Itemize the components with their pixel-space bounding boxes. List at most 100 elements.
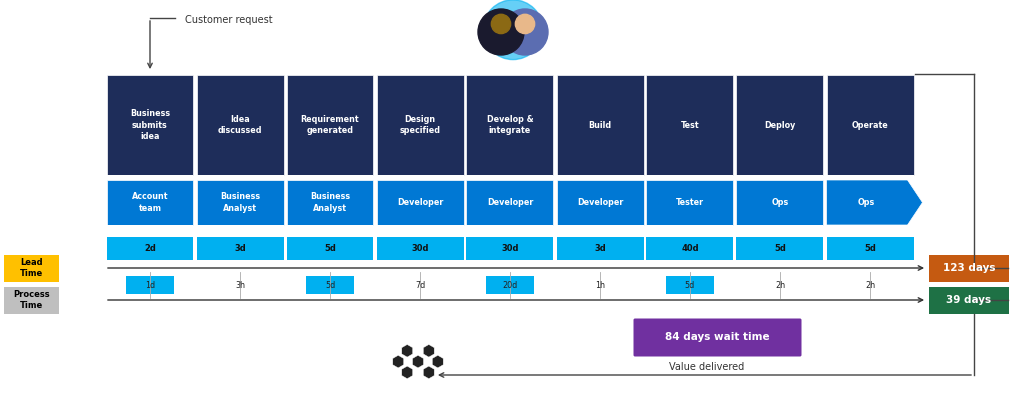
Text: Design
specified: Design specified bbox=[399, 115, 440, 135]
FancyBboxPatch shape bbox=[646, 180, 733, 225]
Text: Account
team: Account team bbox=[132, 192, 168, 213]
FancyBboxPatch shape bbox=[646, 225, 733, 237]
Text: 5d: 5d bbox=[325, 281, 335, 290]
Text: Business
Analyst: Business Analyst bbox=[310, 192, 350, 213]
Text: Deploy: Deploy bbox=[764, 120, 796, 130]
Text: Developer: Developer bbox=[577, 198, 624, 207]
Text: Test: Test bbox=[681, 120, 699, 130]
FancyBboxPatch shape bbox=[377, 225, 464, 237]
Text: 39 days: 39 days bbox=[946, 295, 991, 305]
Polygon shape bbox=[432, 355, 443, 368]
Circle shape bbox=[492, 14, 511, 34]
Text: 3h: 3h bbox=[234, 281, 245, 290]
Text: 2d: 2d bbox=[144, 244, 156, 253]
FancyBboxPatch shape bbox=[197, 237, 284, 260]
FancyBboxPatch shape bbox=[826, 225, 913, 237]
FancyBboxPatch shape bbox=[736, 237, 823, 260]
FancyBboxPatch shape bbox=[556, 175, 643, 180]
FancyBboxPatch shape bbox=[106, 75, 194, 175]
Circle shape bbox=[478, 9, 524, 55]
FancyBboxPatch shape bbox=[826, 75, 913, 175]
FancyBboxPatch shape bbox=[467, 225, 554, 237]
Text: Developer: Developer bbox=[486, 198, 534, 207]
FancyBboxPatch shape bbox=[486, 276, 534, 294]
FancyBboxPatch shape bbox=[4, 255, 59, 282]
Text: 2h: 2h bbox=[775, 281, 785, 290]
Text: 20d: 20d bbox=[503, 281, 517, 290]
Text: Process
Time: Process Time bbox=[13, 290, 50, 310]
Circle shape bbox=[502, 9, 548, 55]
FancyBboxPatch shape bbox=[106, 225, 194, 237]
Text: Customer request: Customer request bbox=[185, 15, 272, 25]
FancyBboxPatch shape bbox=[377, 175, 464, 180]
Text: Developer: Developer bbox=[397, 198, 443, 207]
Circle shape bbox=[483, 0, 543, 60]
FancyBboxPatch shape bbox=[736, 180, 823, 225]
FancyBboxPatch shape bbox=[287, 75, 374, 175]
Text: Operate: Operate bbox=[852, 120, 889, 130]
Text: Ops: Ops bbox=[771, 198, 788, 207]
FancyBboxPatch shape bbox=[377, 237, 464, 260]
FancyBboxPatch shape bbox=[736, 175, 823, 180]
Polygon shape bbox=[423, 366, 434, 379]
FancyBboxPatch shape bbox=[826, 175, 913, 180]
Text: Ops: Ops bbox=[857, 198, 874, 207]
FancyBboxPatch shape bbox=[467, 75, 554, 175]
Polygon shape bbox=[423, 344, 434, 357]
Text: 84 days wait time: 84 days wait time bbox=[666, 332, 770, 342]
FancyBboxPatch shape bbox=[467, 180, 554, 225]
FancyBboxPatch shape bbox=[646, 237, 733, 260]
Text: 7d: 7d bbox=[415, 281, 425, 290]
FancyBboxPatch shape bbox=[287, 237, 374, 260]
FancyBboxPatch shape bbox=[197, 180, 284, 225]
Polygon shape bbox=[826, 180, 923, 225]
FancyBboxPatch shape bbox=[646, 175, 733, 180]
FancyBboxPatch shape bbox=[556, 180, 643, 225]
Text: 5d: 5d bbox=[774, 244, 786, 253]
Text: 3d: 3d bbox=[594, 244, 606, 253]
FancyBboxPatch shape bbox=[736, 75, 823, 175]
FancyBboxPatch shape bbox=[556, 225, 643, 237]
FancyBboxPatch shape bbox=[126, 276, 174, 294]
Text: 123 days: 123 days bbox=[943, 263, 995, 273]
Text: Develop &
integrate: Develop & integrate bbox=[486, 115, 534, 135]
FancyBboxPatch shape bbox=[556, 75, 643, 175]
FancyBboxPatch shape bbox=[287, 175, 374, 180]
FancyBboxPatch shape bbox=[197, 225, 284, 237]
Text: 3d: 3d bbox=[234, 244, 246, 253]
Polygon shape bbox=[401, 344, 413, 357]
FancyBboxPatch shape bbox=[826, 237, 913, 260]
Text: Value delivered: Value delivered bbox=[670, 362, 744, 372]
Text: Business
Analyst: Business Analyst bbox=[220, 192, 260, 213]
Polygon shape bbox=[413, 355, 424, 368]
FancyBboxPatch shape bbox=[634, 318, 802, 356]
FancyBboxPatch shape bbox=[106, 175, 194, 180]
FancyBboxPatch shape bbox=[287, 225, 374, 237]
FancyBboxPatch shape bbox=[197, 75, 284, 175]
Polygon shape bbox=[393, 355, 403, 368]
FancyBboxPatch shape bbox=[106, 180, 194, 225]
Polygon shape bbox=[401, 366, 413, 379]
FancyBboxPatch shape bbox=[736, 225, 823, 237]
FancyBboxPatch shape bbox=[377, 75, 464, 175]
FancyBboxPatch shape bbox=[306, 276, 354, 294]
Text: Lead
Time: Lead Time bbox=[19, 258, 43, 278]
Text: Idea
discussed: Idea discussed bbox=[218, 115, 262, 135]
Text: 5d: 5d bbox=[685, 281, 695, 290]
Text: 30d: 30d bbox=[412, 244, 429, 253]
Text: Build: Build bbox=[589, 120, 611, 130]
Text: 1d: 1d bbox=[145, 281, 155, 290]
Text: Business
submits
idea: Business submits idea bbox=[130, 109, 170, 141]
Text: 1h: 1h bbox=[595, 281, 605, 290]
FancyBboxPatch shape bbox=[287, 180, 374, 225]
Text: Requirement
generated: Requirement generated bbox=[301, 115, 359, 135]
Text: 40d: 40d bbox=[681, 244, 698, 253]
Text: 2h: 2h bbox=[865, 281, 876, 290]
FancyBboxPatch shape bbox=[556, 237, 643, 260]
FancyBboxPatch shape bbox=[467, 175, 554, 180]
Text: Tester: Tester bbox=[676, 198, 705, 207]
Text: 30d: 30d bbox=[502, 244, 519, 253]
FancyBboxPatch shape bbox=[929, 255, 1009, 282]
Text: 5d: 5d bbox=[864, 244, 876, 253]
FancyBboxPatch shape bbox=[377, 180, 464, 225]
